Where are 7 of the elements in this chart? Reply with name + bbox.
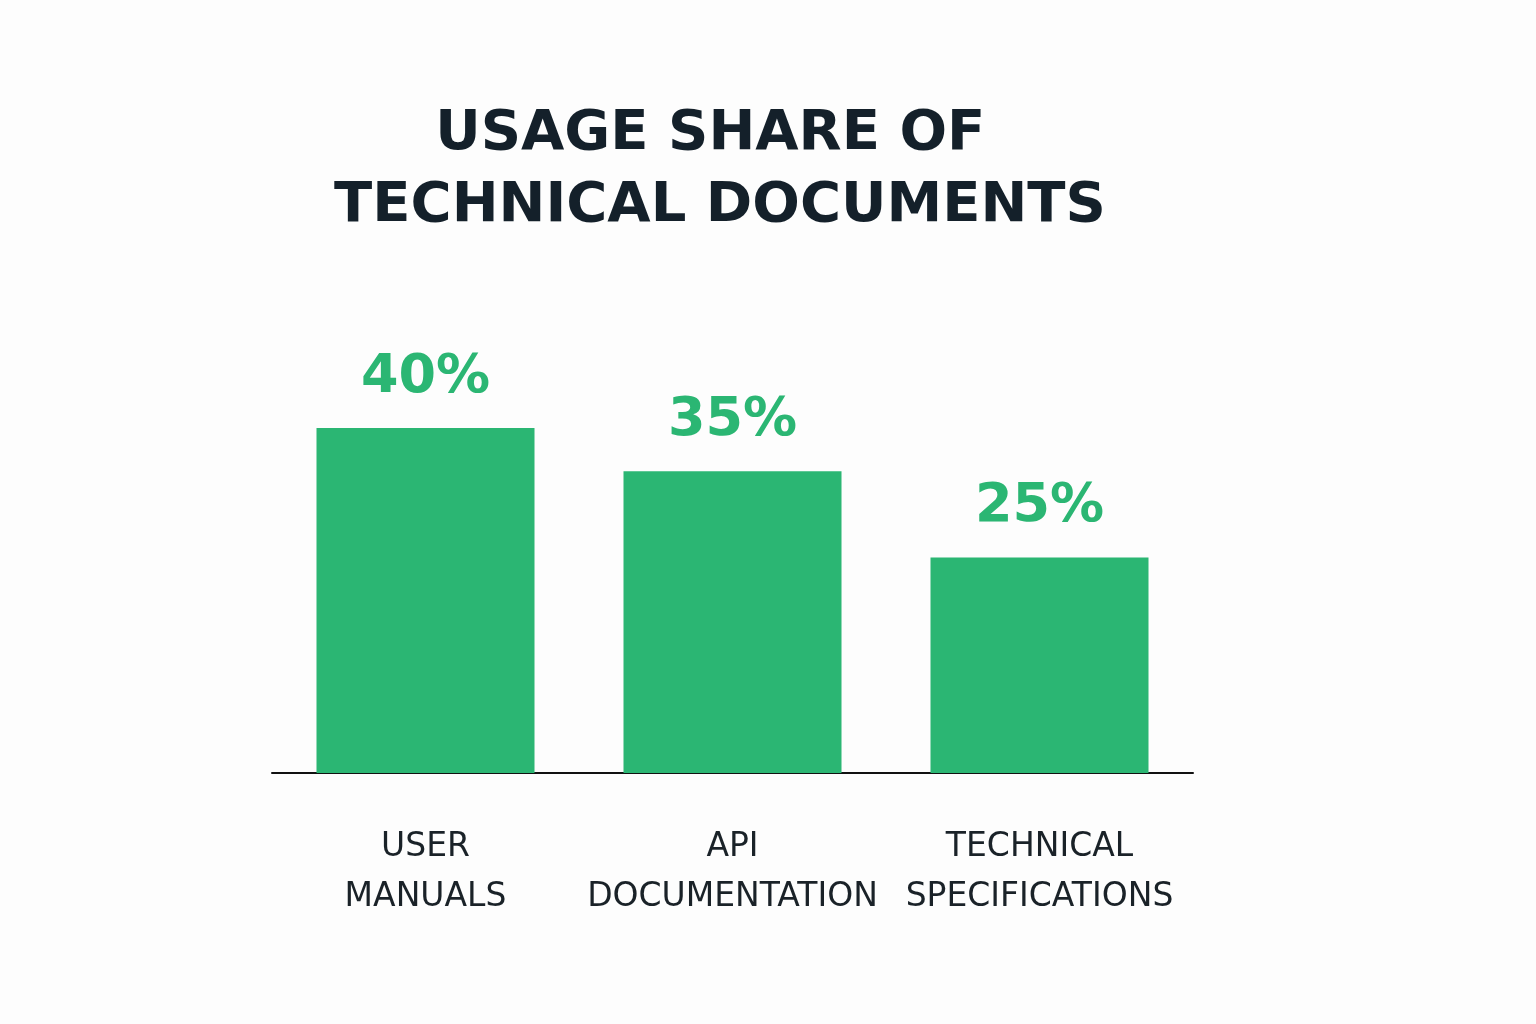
data-label: 40% xyxy=(360,341,491,405)
x-tick-label: TECHNICAL SPECIFICATIONS xyxy=(905,824,1174,914)
x-tick-label: USER MANUALS xyxy=(344,824,507,914)
x-tick-label: API DOCUMENTATION xyxy=(587,824,878,914)
chart-title: USAGE SHARE OF TECHNICAL DOCUMENTS xyxy=(334,96,1106,234)
data-label: 25% xyxy=(974,470,1105,534)
data-label: 35% xyxy=(667,384,798,448)
